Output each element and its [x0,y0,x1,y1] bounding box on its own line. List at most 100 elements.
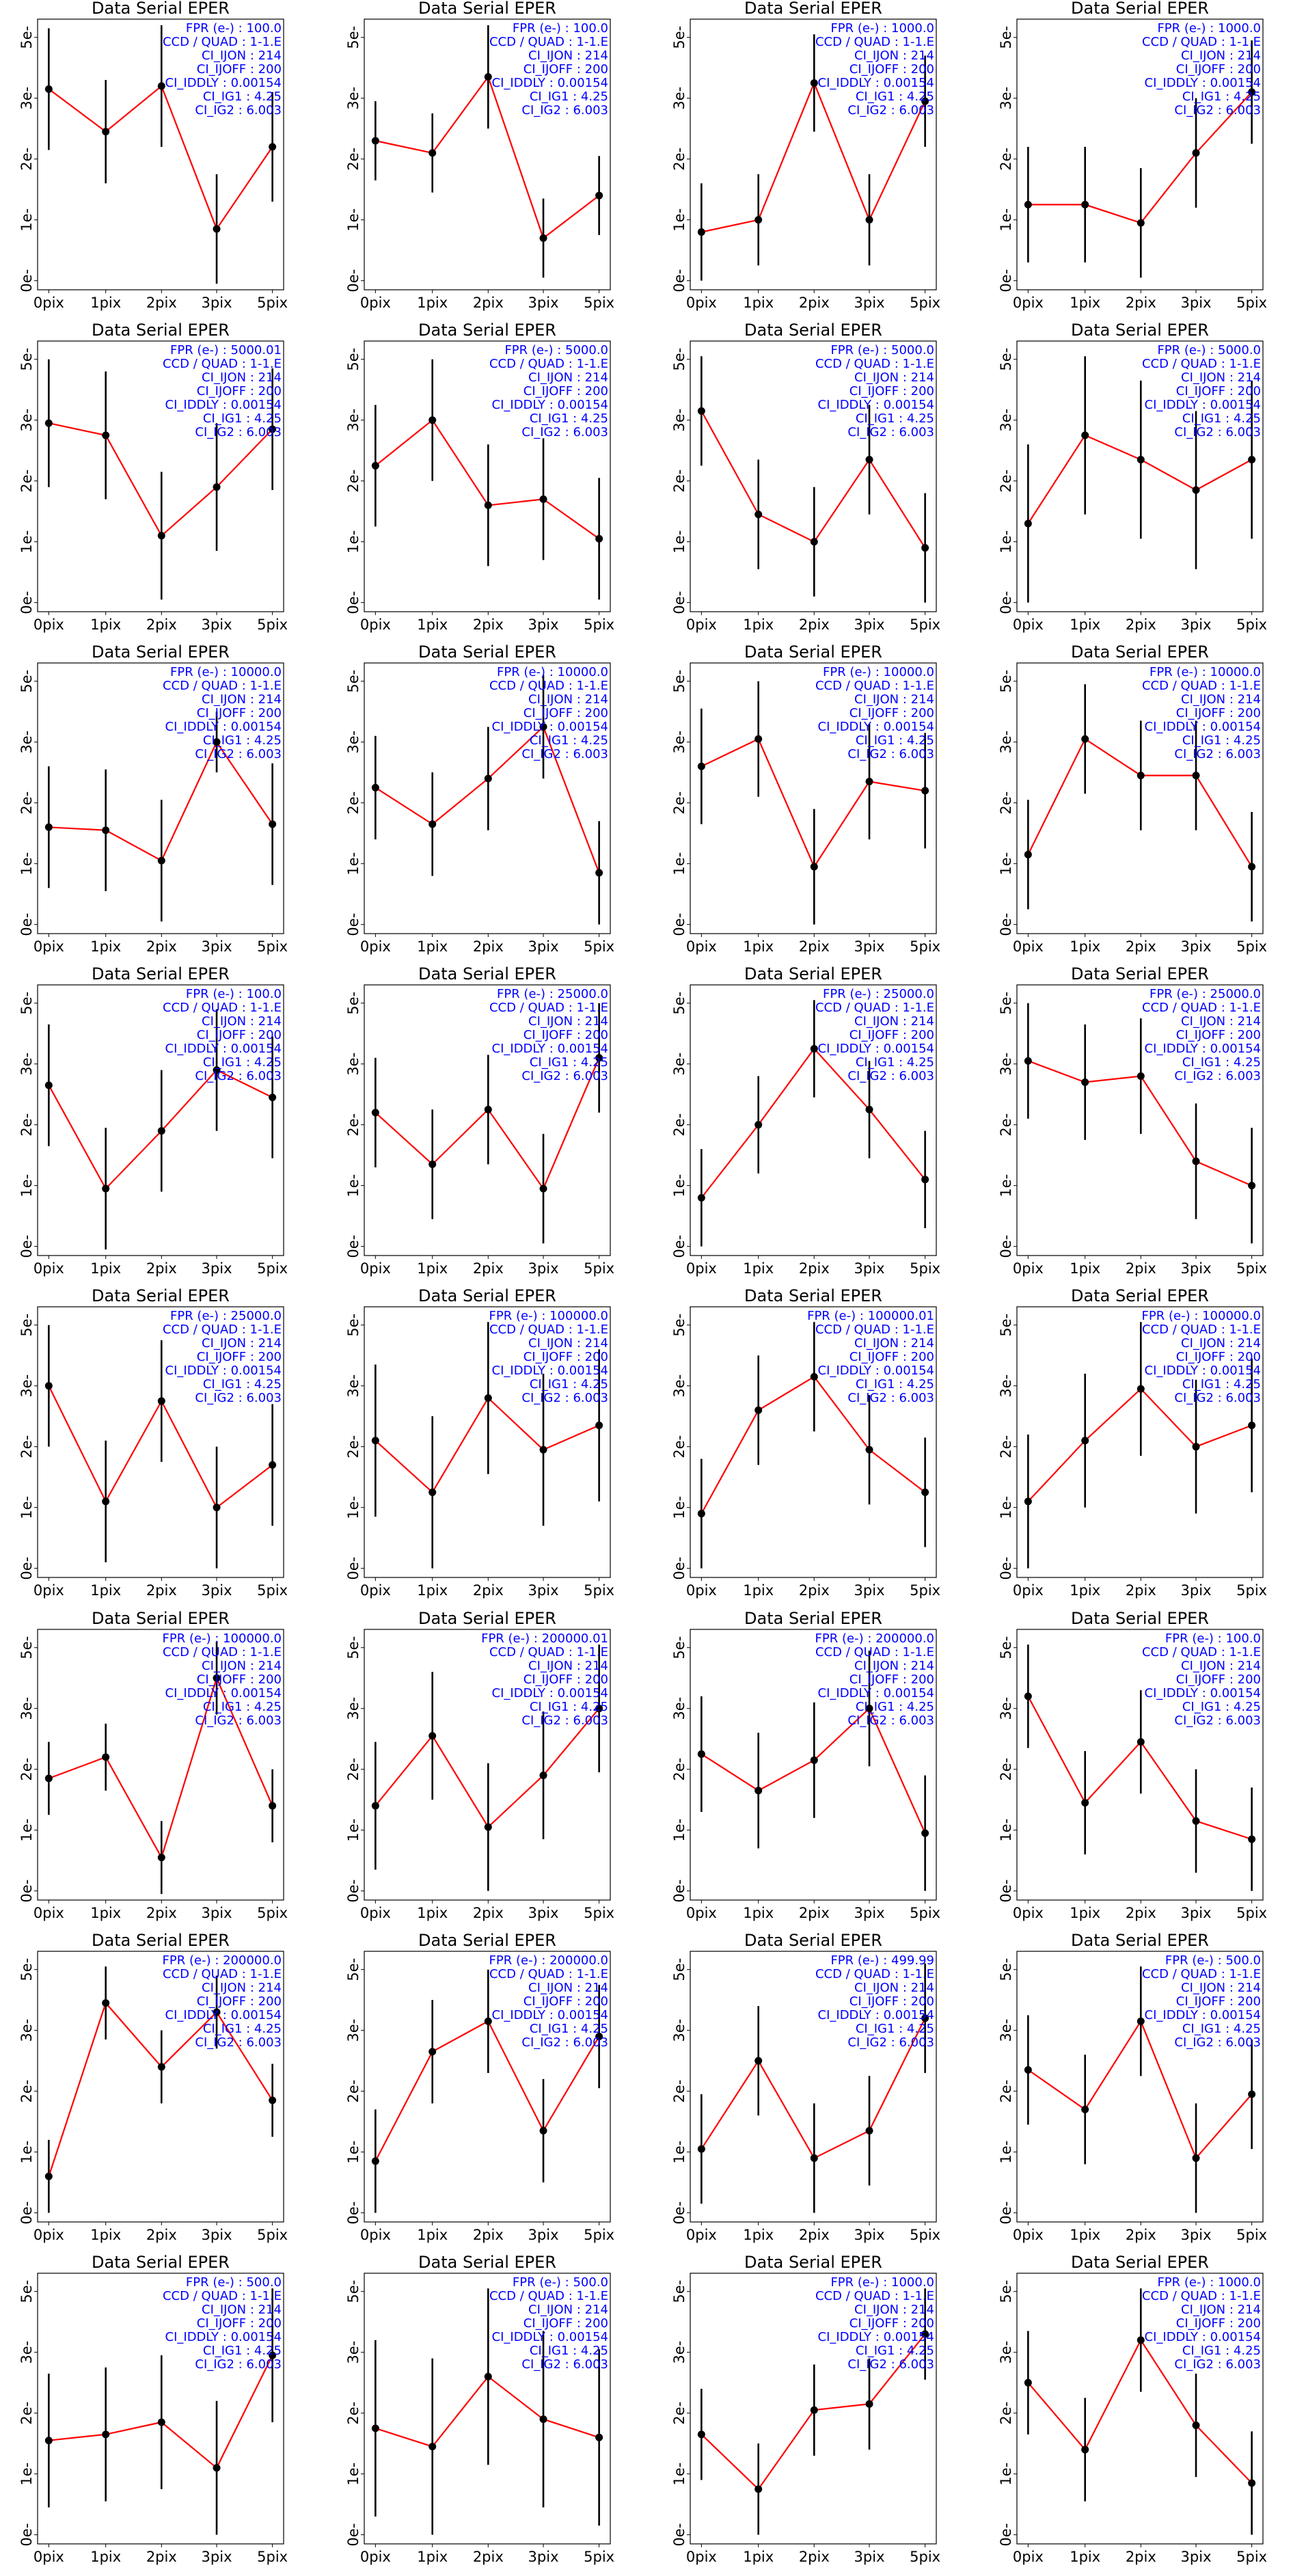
annotation-line: CCD / QUAD : 1-1.E [1142,679,1261,693]
annotation-line: FPR (e-) : 500.0 [186,2275,282,2290]
y-tick-label: 1e- [18,530,35,554]
annotation-line: CI_IDDLY : 0.00154 [818,1364,934,1378]
x-tick-label: 3pix [528,616,559,633]
annotation-line: CI_IJON : 214 [528,1981,608,1995]
annotation-line: CI_IJON : 214 [854,2303,934,2317]
x-tick-label: 0pix [33,2227,64,2243]
axes-frame [364,662,611,934]
y-tick-label: 0e- [18,2201,35,2225]
x-tick-label: 1pix [743,616,774,633]
chart-svg: Data Serial EPER 0e- 1e- 2e- 3e- 5e- 0pix 1pix 2… [671,2253,940,2565]
annotation-line: CCD / QUAD : 1-1.E [1142,2289,1261,2303]
y-tick-label: 2e- [345,470,362,493]
data-point [539,1184,547,1193]
annotation-line: CI_IG1 : 4.25 [203,90,282,104]
data-point [1024,2378,1032,2387]
annotation-line: CI_IJOFF : 200 [197,706,282,720]
data-point [484,1394,492,1402]
x-tick-label: 5pix [257,295,288,311]
y-tick-label: 3e- [345,2341,362,2364]
y-tick-label: 1e- [671,2141,688,2164]
y-tick-label: 0e- [998,913,1014,936]
x-tick-label: 0pix [686,2549,717,2565]
x-tick-label: 2pix [146,2227,177,2243]
annotation-line: FPR (e-) : 500.0 [513,2275,608,2290]
annotation-line: CCD / QUAD : 1-1.E [163,1645,282,1659]
y-tick-label: 0e- [18,591,35,614]
data-point [1137,1072,1145,1080]
annotation-line: CCD / QUAD : 1-1.E [815,1967,934,1981]
annotation-line: CI_IDDLY : 0.00154 [165,2330,282,2344]
chart-svg: Data Serial EPER 0e- 1e- 2e- 3e- 5e- 0pix 1pix 2… [345,1609,614,1921]
y-tick-label: 3e- [671,1374,688,1398]
x-tick-label: 2pix [799,295,830,311]
chart-panel: Data Serial EPER 0e- 1e- 2e- 3e- 5e- 0pix 1pix 2… [979,0,1306,322]
axes-frame [364,984,611,1256]
data-point [754,2057,763,2065]
annotation-line: CI_IJOFF : 200 [1176,1994,1261,2009]
annotation-line: CI_IJON : 214 [1181,1659,1261,1673]
chart-title: Data Serial EPER [1071,0,1209,18]
y-tick-label: 3e- [18,1697,35,1720]
y-tick-label: 1e- [998,1819,1014,1842]
x-tick-label: 3pix [528,1905,559,1921]
annotation-line: FPR (e-) : 100000.0 [1142,1309,1261,1323]
x-tick-label: 1pix [417,616,448,633]
chart-panel: Data Serial EPER 0e- 1e- 2e- 3e- 5e- 0pix 1pix 2… [327,642,653,966]
chart-title: Data Serial EPER [744,321,882,340]
data-point [1192,772,1200,780]
data-point [754,2485,763,2493]
annotation-line: CI_IG2 : 6.003 [1174,425,1261,439]
chart-title: Data Serial EPER [92,2253,230,2272]
annotation-line: CI_IG1 : 4.25 [530,1377,608,1392]
annotation-line: CI_IJOFF : 200 [849,384,934,398]
annotation-line: CI_IDDLY : 0.00154 [165,1042,282,1056]
annotation-line: CI_IJOFF : 200 [849,1994,934,2009]
y-tick-label: 1e- [998,1496,1014,1519]
data-point [157,82,165,90]
annotation-line: CI_IJOFF : 200 [523,706,608,720]
x-tick-label: 3pix [1181,295,1212,311]
x-tick-label: 0pix [360,616,391,633]
chart-panel: Data Serial EPER 0e- 1e- 2e- 3e- 5e- 0pix 1pix 2… [327,1286,653,1610]
y-tick-label: 3e- [671,409,688,432]
chart-title: Data Serial EPER [92,321,230,340]
y-tick-label: 2e- [345,1435,362,1459]
annotation-line: FPR (e-) : 5000.0 [1157,343,1261,357]
x-tick-label: 2pix [1126,2549,1156,2565]
data-point [865,1446,873,1454]
annotation-block: FPR (e-) : 200000.0 CCD / QUAD : 1-1.E CI_… [163,1953,282,2050]
x-tick-label: 3pix [854,1582,885,1599]
annotation-block: FPR (e-) : 10000.0 CCD / QUAD : 1-1.E CI_I… [815,665,934,761]
data-point [754,1406,763,1414]
data-point [810,863,818,871]
y-tick-label: 3e- [345,731,362,754]
annotation-line: CI_IDDLY : 0.00154 [492,2008,608,2022]
annotation-line: CI_IG1 : 4.25 [856,1377,934,1392]
y-tick-label: 5e- [671,992,688,1015]
data-point [754,511,763,519]
chart-panel: Data Serial EPER 0e- 1e- 2e- 3e- 5e- 0pix 1pix 2… [653,1609,979,1932]
data-point [921,1488,929,1496]
annotation-line: CI_IJOFF : 200 [849,706,934,720]
data-point [484,1105,492,1113]
x-tick-label: 3pix [854,616,885,633]
annotation-line: CI_IJON : 214 [1181,1981,1261,1995]
x-tick-label: 1pix [417,1905,448,1921]
y-tick-label: 1e- [345,208,362,232]
annotation-line: CI_IJOFF : 200 [197,384,282,398]
annotation-line: CI_IDDLY : 0.00154 [1145,76,1261,90]
x-tick-label: 1pix [743,938,774,955]
data-point [371,783,379,791]
annotation-line: CI_IG1 : 4.25 [1182,2344,1261,2358]
data-point [428,149,437,157]
chart-panel: Data Serial EPER 0e- 1e- 2e- 3e- 5e- 0pix 1pix 2… [327,1931,653,2254]
annotation-line: CI_IJOFF : 200 [523,1994,608,2009]
chart-svg: Data Serial EPER 0e- 1e- 2e- 3e- 5e- 0pix 1pix 2… [671,0,940,311]
y-tick-label: 0e- [18,1235,35,1258]
annotation-block: FPR (e-) : 100.0 CCD / QUAD : 1-1.E CI_IJO… [163,21,282,118]
data-point [810,79,818,87]
y-tick-label: 5e- [671,1636,688,1659]
x-tick-label: 0pix [360,1582,391,1599]
y-tick-label: 3e- [998,1053,1014,1076]
